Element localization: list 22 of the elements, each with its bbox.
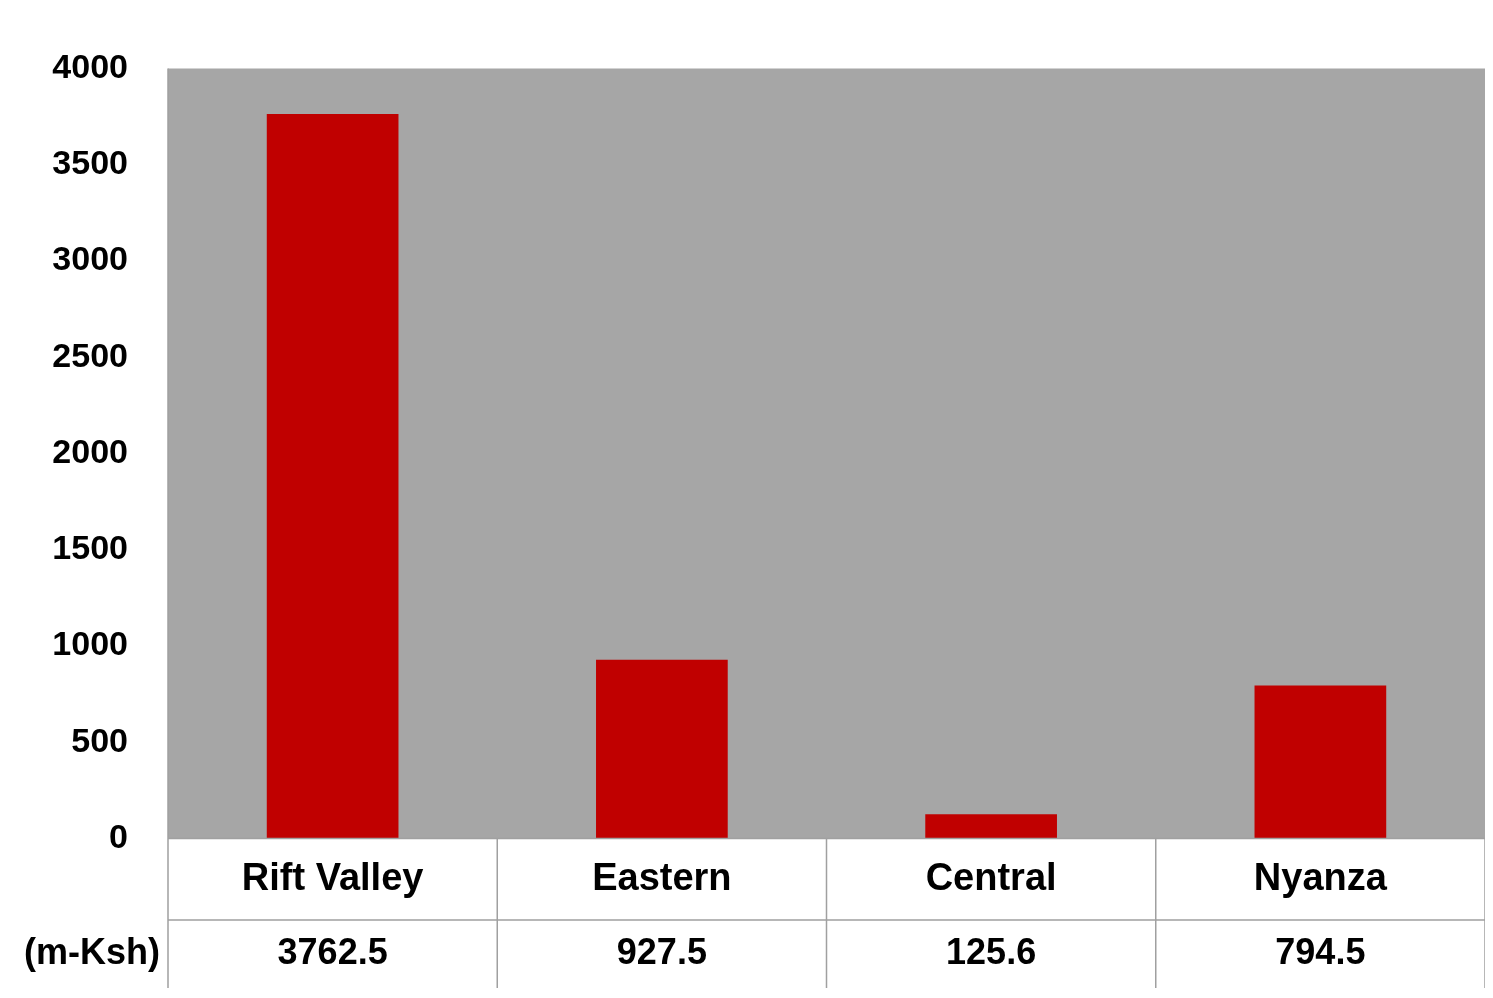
data-label: 3762.5 bbox=[277, 930, 388, 972]
x-tick-label: Nyanza bbox=[1253, 855, 1388, 898]
y-tick-label: 3000 bbox=[52, 239, 128, 278]
data-label: 927.5 bbox=[616, 930, 707, 972]
y-tick-label: 1500 bbox=[52, 528, 128, 567]
y-tick-label: 2500 bbox=[52, 335, 128, 374]
y-tick-label: 0 bbox=[109, 816, 128, 855]
bar bbox=[266, 114, 399, 839]
y-tick-label: 500 bbox=[71, 720, 128, 759]
y-tick-label: 3500 bbox=[52, 143, 128, 182]
data-label: 794.5 bbox=[1275, 930, 1366, 972]
x-tick-label: Central bbox=[925, 855, 1057, 898]
x-tick-label: Eastern bbox=[592, 855, 732, 898]
y-tick-label: 1000 bbox=[52, 624, 128, 663]
x-tick-label: Rift Valley bbox=[241, 855, 424, 898]
y-tick-label: 4000 bbox=[52, 46, 128, 85]
bar bbox=[596, 659, 728, 839]
data-label: 125.6 bbox=[946, 930, 1037, 972]
bar bbox=[1254, 685, 1387, 839]
text: (m-Ksh) bbox=[24, 930, 160, 972]
y-tick-label: 2000 bbox=[52, 431, 128, 470]
bar bbox=[925, 814, 1057, 839]
